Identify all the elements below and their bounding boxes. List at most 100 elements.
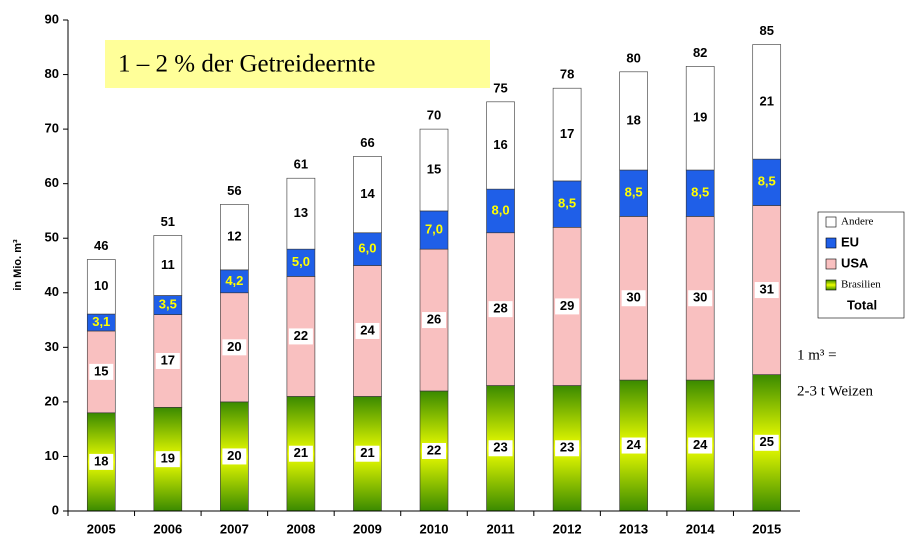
y-tick-label: 20 bbox=[45, 393, 59, 408]
data-label: 18 bbox=[94, 453, 108, 468]
label-box bbox=[688, 110, 713, 127]
legend-swatch bbox=[825, 216, 837, 228]
label-box bbox=[488, 137, 513, 154]
label-box bbox=[355, 322, 380, 339]
total-label: 75 bbox=[493, 80, 507, 95]
label-box bbox=[555, 298, 580, 315]
note: 2-3 t Weizen bbox=[797, 383, 873, 399]
label-box bbox=[488, 440, 513, 457]
label-box bbox=[621, 112, 646, 129]
data-label: 14 bbox=[360, 186, 375, 201]
y-tick-label: 50 bbox=[45, 230, 59, 245]
data-label: 25 bbox=[759, 434, 773, 449]
x-tick-label: 2010 bbox=[420, 521, 449, 536]
data-label: 31 bbox=[759, 281, 773, 296]
label-box bbox=[688, 290, 713, 307]
note: 1 m³ = bbox=[797, 347, 837, 363]
total-label: 46 bbox=[94, 238, 108, 253]
x-tick-label: 2015 bbox=[752, 521, 781, 536]
label-box bbox=[754, 282, 779, 299]
x-tick-label: 2013 bbox=[619, 521, 648, 536]
data-label: 30 bbox=[693, 290, 707, 305]
data-label: 8,5 bbox=[758, 174, 776, 189]
legend-label: Total bbox=[847, 297, 877, 312]
bar-segment bbox=[353, 232, 382, 266]
label-box bbox=[222, 229, 247, 246]
data-label: 8,5 bbox=[625, 185, 643, 200]
data-label: 22 bbox=[294, 328, 308, 343]
data-label: 19 bbox=[693, 110, 707, 125]
x-tick-label: 2012 bbox=[553, 521, 582, 536]
bar-segment bbox=[752, 158, 782, 206]
annotation: 1 – 2 % der Getreideernte bbox=[118, 51, 376, 78]
data-label: 21 bbox=[759, 93, 773, 108]
label-box bbox=[488, 301, 513, 318]
bar-segment bbox=[286, 248, 316, 277]
data-label: 6,0 bbox=[358, 241, 376, 256]
bar-segment bbox=[486, 188, 515, 234]
data-label: 10 bbox=[94, 278, 108, 293]
y-tick-label: 90 bbox=[45, 11, 59, 26]
data-label: 5,0 bbox=[292, 254, 310, 269]
legend-swatch bbox=[825, 279, 837, 291]
y-tick-label: 70 bbox=[45, 121, 59, 136]
legend-label: Brasilien bbox=[841, 279, 881, 291]
label-box bbox=[688, 437, 713, 454]
label-box bbox=[555, 440, 580, 457]
label-box bbox=[288, 328, 313, 345]
data-label: 11 bbox=[161, 257, 175, 272]
label-box bbox=[155, 451, 180, 468]
data-label: 12 bbox=[227, 229, 241, 244]
x-tick-label: 2009 bbox=[353, 521, 382, 536]
total-label: 51 bbox=[161, 214, 175, 229]
x-tick-label: 2011 bbox=[486, 521, 514, 536]
label-box bbox=[89, 363, 114, 380]
label-box bbox=[555, 126, 580, 143]
data-label: 20 bbox=[227, 339, 241, 354]
data-label: 17 bbox=[161, 352, 175, 367]
total-label: 56 bbox=[227, 183, 241, 198]
data-label: 29 bbox=[560, 298, 574, 313]
data-label: 7,0 bbox=[425, 221, 443, 236]
total-label: 82 bbox=[693, 45, 707, 60]
data-label: 20 bbox=[227, 448, 241, 463]
y-tick-label: 60 bbox=[45, 175, 59, 190]
legend-label: USA bbox=[841, 255, 869, 270]
label-box bbox=[754, 434, 779, 451]
y-axis-title: in Mio. m³ bbox=[12, 239, 24, 291]
label-box bbox=[422, 312, 446, 329]
label-box bbox=[422, 162, 446, 179]
data-label: 17 bbox=[560, 126, 574, 141]
data-label: 8,5 bbox=[558, 196, 576, 211]
data-label: 15 bbox=[94, 363, 108, 378]
label-box bbox=[621, 290, 646, 307]
data-label: 24 bbox=[360, 322, 375, 337]
data-label: 24 bbox=[693, 437, 708, 452]
label-box bbox=[89, 278, 114, 295]
label-box bbox=[89, 453, 114, 470]
data-label: 23 bbox=[560, 440, 574, 455]
label-box bbox=[222, 448, 247, 465]
data-label: 15 bbox=[427, 161, 441, 176]
data-label: 26 bbox=[427, 311, 441, 326]
data-label: 24 bbox=[626, 437, 641, 452]
x-tick-label: 2006 bbox=[153, 521, 182, 536]
label-box bbox=[621, 437, 646, 454]
label-box bbox=[754, 93, 779, 110]
data-label: 3,1 bbox=[92, 314, 110, 329]
label-box bbox=[155, 257, 180, 274]
data-label: 13 bbox=[294, 205, 308, 220]
label-box bbox=[222, 339, 247, 356]
bar-segment bbox=[419, 210, 449, 250]
label-box bbox=[288, 445, 313, 462]
data-label: 21 bbox=[294, 445, 308, 460]
data-label: 28 bbox=[493, 301, 507, 316]
label-box bbox=[355, 186, 380, 203]
total-label: 80 bbox=[626, 50, 640, 65]
data-label: 30 bbox=[626, 290, 640, 305]
annotation-box bbox=[105, 40, 490, 88]
data-label: 8,0 bbox=[492, 202, 510, 217]
label-box bbox=[288, 205, 313, 222]
total-label: 66 bbox=[360, 135, 374, 150]
data-label: 23 bbox=[493, 440, 507, 455]
